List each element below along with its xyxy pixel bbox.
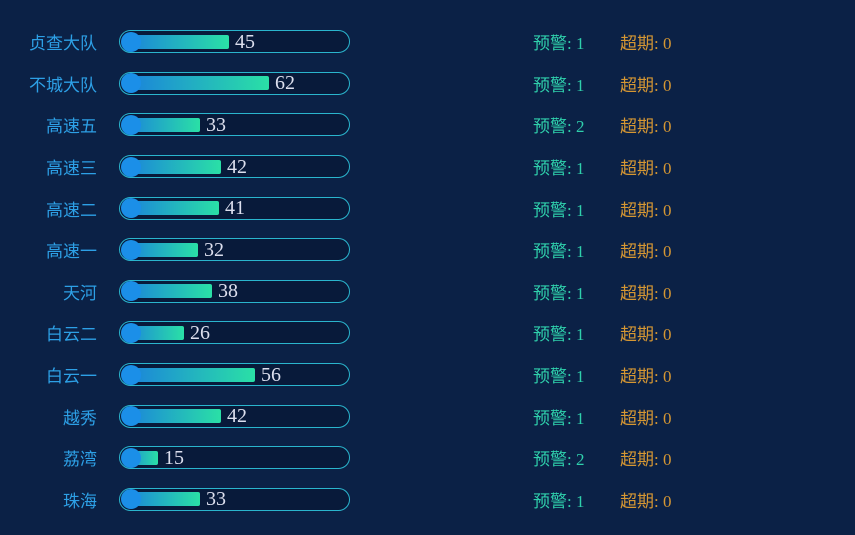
bar-cap-dot: [121, 281, 141, 302]
bar-fill: [122, 201, 219, 216]
bar-fill: [122, 76, 269, 91]
bar-cap-dot: [121, 156, 141, 177]
bar-fill: [122, 34, 229, 49]
table-row: 高速二 41 预警: 1 超期: 0: [0, 187, 855, 229]
warning-stat: 预警: 1: [533, 242, 585, 262]
category-label: 珠海: [63, 491, 97, 511]
table-row: 珠海 33 预警: 1 超期: 0: [0, 479, 855, 521]
progress-bar[interactable]: 33: [119, 487, 350, 511]
overdue-stat: 超期: 0: [620, 34, 672, 54]
bar-fill: [122, 242, 198, 257]
overdue-stat: 超期: 0: [620, 200, 672, 220]
warning-stat: 预警: 1: [533, 34, 585, 54]
table-row: 贞查大队 45 预警: 1 超期: 0: [0, 21, 855, 63]
overdue-stat: 超期: 0: [620, 75, 672, 95]
warning-stat: 预警: 1: [533, 75, 585, 95]
table-row: 高速一 32 预警: 1 超期: 0: [0, 229, 855, 271]
category-label: 越秀: [63, 408, 97, 428]
warning-stat: 预警: 1: [533, 408, 585, 428]
bar-cap-dot: [121, 114, 141, 135]
bar-cap-dot: [121, 31, 141, 52]
table-row: 天河 38 预警: 1 超期: 0: [0, 271, 855, 313]
table-row: 白云一 56 预警: 1 超期: 0: [0, 354, 855, 396]
progress-bar[interactable]: 62: [119, 71, 350, 95]
warning-stat: 预警: 1: [533, 325, 585, 345]
bar-value-label: 62: [275, 72, 295, 95]
warning-stat: 预警: 1: [533, 283, 585, 303]
overdue-stat: 超期: 0: [620, 159, 672, 179]
bar-chart-rows: 贞查大队 45 预警: 1 超期: 0 不城大队 62 预警: 1 超期: 0 …: [0, 21, 855, 520]
bar-cap-dot: [121, 198, 141, 219]
bar-cap-dot: [121, 322, 141, 343]
category-label: 高速三: [46, 159, 97, 179]
progress-bar[interactable]: 38: [119, 279, 350, 303]
progress-bar[interactable]: 32: [119, 238, 350, 262]
warning-stat: 预警: 2: [533, 450, 585, 470]
overdue-stat: 超期: 0: [620, 367, 672, 387]
table-row: 荔湾 15 预警: 2 超期: 0: [0, 437, 855, 479]
bar-value-label: 42: [227, 155, 247, 178]
overdue-stat: 超期: 0: [620, 283, 672, 303]
table-row: 高速五 33 预警: 2 超期: 0: [0, 104, 855, 146]
bar-value-label: 26: [190, 321, 210, 344]
warning-stat: 预警: 1: [533, 367, 585, 387]
bar-fill: [122, 409, 221, 424]
warning-stat: 预警: 1: [533, 159, 585, 179]
category-label: 天河: [63, 283, 97, 303]
overdue-stat: 超期: 0: [620, 242, 672, 262]
bar-cap-dot: [121, 489, 141, 510]
category-label: 高速二: [46, 200, 97, 220]
overdue-stat: 超期: 0: [620, 325, 672, 345]
category-label: 白云一: [46, 367, 97, 387]
bar-fill: [122, 159, 221, 174]
bar-value-label: 38: [218, 280, 238, 303]
overdue-stat: 超期: 0: [620, 450, 672, 470]
warning-stat: 预警: 2: [533, 117, 585, 137]
bar-value-label: 15: [164, 446, 184, 469]
bar-value-label: 56: [261, 363, 281, 386]
category-label: 高速一: [46, 242, 97, 262]
bar-value-label: 33: [206, 488, 226, 511]
progress-bar[interactable]: 42: [119, 404, 350, 428]
table-row: 不城大队 62 预警: 1 超期: 0: [0, 63, 855, 105]
bar-value-label: 41: [225, 197, 245, 220]
table-row: 越秀 42 预警: 1 超期: 0: [0, 395, 855, 437]
overdue-stat: 超期: 0: [620, 408, 672, 428]
progress-bar[interactable]: 33: [119, 113, 350, 137]
bar-fill: [122, 492, 200, 507]
bar-value-label: 42: [227, 405, 247, 428]
progress-bar[interactable]: 15: [119, 446, 350, 470]
category-label: 不城大队: [29, 75, 97, 95]
overdue-stat: 超期: 0: [620, 491, 672, 511]
bar-value-label: 33: [206, 113, 226, 136]
bar-fill: [122, 284, 212, 299]
bar-value-label: 32: [204, 238, 224, 261]
warning-stat: 预警: 1: [533, 200, 585, 220]
bar-cap-dot: [121, 73, 141, 94]
bar-cap-dot: [121, 447, 141, 468]
progress-bar[interactable]: 56: [119, 363, 350, 387]
bar-value-label: 45: [235, 30, 255, 53]
category-label: 高速五: [46, 117, 97, 137]
category-label: 贞查大队: [29, 34, 97, 54]
bar-cap-dot: [121, 406, 141, 427]
progress-bar[interactable]: 42: [119, 155, 350, 179]
bar-fill: [122, 367, 255, 382]
table-row: 高速三 42 预警: 1 超期: 0: [0, 146, 855, 188]
progress-bar[interactable]: 45: [119, 30, 350, 54]
bar-cap-dot: [121, 364, 141, 385]
progress-bar[interactable]: 41: [119, 196, 350, 220]
category-label: 白云二: [46, 325, 97, 345]
overdue-stat: 超期: 0: [620, 117, 672, 137]
progress-bar[interactable]: 26: [119, 321, 350, 345]
table-row: 白云二 26 预警: 1 超期: 0: [0, 312, 855, 354]
bar-cap-dot: [121, 239, 141, 260]
category-label: 荔湾: [63, 450, 97, 470]
warning-stat: 预警: 1: [533, 491, 585, 511]
bar-fill: [122, 117, 200, 132]
